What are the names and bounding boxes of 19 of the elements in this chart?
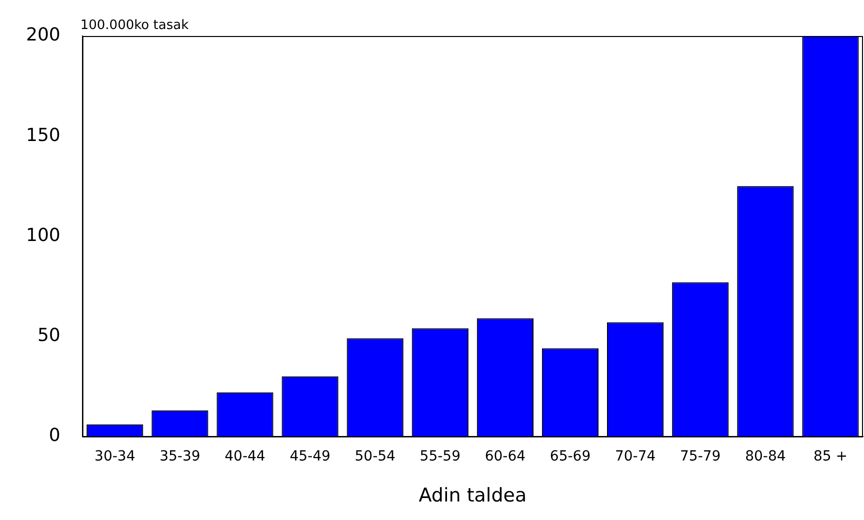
y-tick-label: 150 — [26, 124, 60, 146]
x-tick-label: 50-54 — [354, 448, 396, 464]
y-tick-label: 50 — [37, 324, 60, 346]
x-tick-label: 75-79 — [680, 448, 721, 464]
y-tick-label: 0 — [48, 425, 60, 446]
y-tick-label: 200 — [26, 24, 60, 46]
x-tick-label: 35-39 — [160, 448, 200, 464]
x-tick-label: 65-69 — [550, 448, 591, 464]
x-tick-label: 55-59 — [420, 448, 460, 464]
x-tick-label: 85 + — [813, 448, 848, 464]
x-tick-label: 40-44 — [224, 448, 266, 464]
x-tick-label: 30-34 — [94, 448, 136, 464]
y-axis-title: 100.000ko tasak — [80, 18, 190, 33]
y-tick-label: 100 — [26, 224, 60, 246]
x-tick-label: 80-84 — [745, 448, 786, 464]
x-tick-label: 45-49 — [290, 448, 330, 464]
x-tick-label: 70-74 — [614, 448, 656, 464]
x-axis-title: Adin taldea — [418, 484, 527, 507]
x-tick-label: 60-64 — [484, 448, 526, 464]
